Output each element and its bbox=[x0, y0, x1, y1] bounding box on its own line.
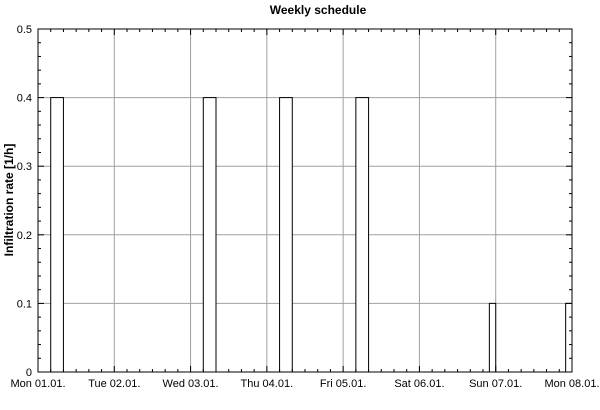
bar bbox=[355, 97, 370, 373]
grid-lines bbox=[38, 29, 572, 372]
x-tick-label: Thu 04.01. bbox=[241, 378, 294, 390]
y-tick-label: 0.2 bbox=[17, 230, 32, 242]
y-tick-label: 0.3 bbox=[17, 161, 32, 173]
bar bbox=[565, 302, 573, 373]
x-tick-label: Tue 02.01. bbox=[88, 378, 140, 390]
x-tick-label: Sat 06.01. bbox=[394, 378, 444, 390]
y-tick-label: 0 bbox=[26, 367, 32, 379]
y-tick-label: 0.1 bbox=[17, 298, 32, 310]
x-tick-label: Fri 05.01. bbox=[320, 378, 366, 390]
y-tick-labels: 0 0.1 0.2 0.3 0.4 0.5 bbox=[17, 24, 32, 379]
x-tick-label: Sun 07.01. bbox=[469, 378, 522, 390]
ticks bbox=[37, 28, 573, 373]
bar bbox=[202, 97, 217, 373]
bar bbox=[279, 97, 293, 373]
bar bbox=[50, 97, 64, 373]
y-axis-label: Infiltration rate [1/h] bbox=[2, 144, 16, 257]
bars bbox=[50, 97, 573, 373]
bar bbox=[488, 302, 497, 373]
x-tick-label: Mon 01.01. bbox=[10, 378, 65, 390]
x-tick-labels: Mon 01.01. Tue 02.01. Wed 03.01. Thu 04.01.… bbox=[10, 378, 599, 390]
x-tick-label: Mon 08.01. bbox=[544, 378, 599, 390]
chart-title: Weekly schedule bbox=[270, 3, 367, 17]
y-tick-label: 0.4 bbox=[17, 93, 32, 105]
x-tick-label: Wed 03.01. bbox=[163, 378, 219, 390]
y-tick-label: 0.5 bbox=[17, 24, 32, 36]
